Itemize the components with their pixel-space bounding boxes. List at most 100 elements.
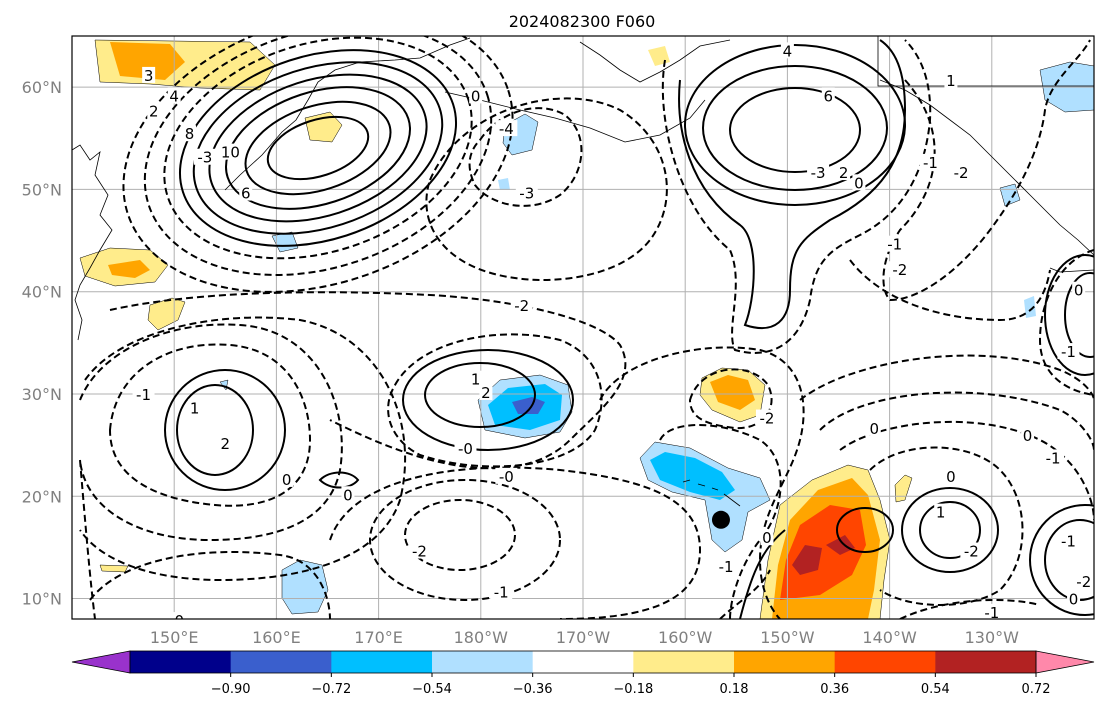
contour-label-bg	[147, 102, 161, 119]
lon-tick-label: 160°W	[658, 628, 713, 647]
contour-label: -2	[759, 410, 774, 428]
contour-label-bg	[469, 87, 483, 104]
contour-label-bg	[1042, 449, 1065, 466]
contour-label-bg	[479, 383, 493, 400]
contour-label: 0	[1023, 427, 1033, 445]
colorbar-segment	[130, 651, 232, 673]
warm-shade	[99, 564, 129, 573]
contour-label-bg	[142, 66, 156, 83]
colorbar-tick-label: 0.54	[921, 682, 950, 697]
contour-label-bg	[167, 87, 181, 104]
warm-shade	[894, 474, 913, 503]
colorbar-tick-label: −0.90	[211, 682, 251, 697]
contour-label: 2	[839, 164, 849, 182]
lat-tick-label: 50°N	[22, 180, 62, 199]
contour-label-bg	[821, 87, 835, 104]
contour-label-bg	[960, 542, 983, 559]
contour-label-bg	[495, 120, 518, 137]
contour-label: 1	[946, 72, 956, 90]
contour-label: -1	[984, 604, 999, 622]
contour-label-bg	[172, 612, 186, 619]
contour-label-bg	[219, 616, 242, 619]
contour-solid	[836, 507, 894, 553]
contour-label-bg	[510, 297, 533, 314]
lat-tick-label: 20°N	[22, 487, 62, 506]
contour-label: 4	[169, 87, 179, 105]
map-inset-border	[877, 36, 1094, 87]
contour-label: -4	[499, 120, 514, 138]
contour-label-bg	[950, 164, 973, 181]
colorbar-tick-label: −0.36	[513, 682, 553, 697]
contour-dashed	[143, 36, 493, 276]
contour-label-bg	[341, 486, 355, 503]
contour-label-bg	[1057, 532, 1080, 549]
contour-dashed	[89, 551, 331, 619]
colorbar-extend-low	[71, 650, 131, 674]
contour-label-bg	[408, 542, 431, 559]
lat-tick-label: 60°N	[22, 78, 62, 97]
contour-dashed	[79, 459, 96, 619]
contour-label-bg	[807, 164, 830, 181]
contour-label: 0	[343, 486, 353, 504]
colorbar-tick-label: 0.18	[720, 682, 749, 697]
contour-label-bg	[760, 529, 774, 546]
storm-center-marker	[711, 510, 730, 529]
contour-solid	[702, 65, 888, 191]
warm-shade	[780, 505, 866, 600]
lat-tick-label: 30°N	[22, 385, 62, 404]
contour-label: -1	[494, 583, 509, 601]
contour-label: 1	[936, 504, 946, 522]
colorbar-segment	[230, 651, 332, 673]
contour-dashed	[122, 36, 514, 293]
contour-dashed	[387, 333, 603, 468]
contour-label-bg	[1021, 426, 1035, 443]
contour-label-bg	[469, 370, 483, 387]
warm-shade	[792, 545, 822, 575]
contour-label: -0	[499, 468, 514, 486]
contour-label: -3	[811, 164, 826, 182]
coastline-kamchatka	[224, 37, 471, 191]
warm-shade	[710, 375, 755, 410]
contour-label-bg	[219, 143, 242, 160]
contour-label-bg	[867, 419, 881, 436]
contour-label-bg	[1067, 590, 1081, 607]
lon-tick-label: 150°E	[150, 628, 199, 647]
contour-label-bg	[780, 42, 794, 59]
contour-dashed	[839, 420, 1094, 521]
contour-dashed	[369, 479, 561, 601]
contour-solid	[225, 86, 411, 210]
contour-label: 0	[869, 420, 879, 438]
contour-label: -2	[954, 164, 969, 182]
contour-label-bg	[515, 184, 538, 201]
lat-tick-label: 10°N	[22, 590, 62, 609]
contour-label: 0	[471, 87, 481, 105]
contour-label-bg	[193, 148, 216, 165]
contour-label: 0	[946, 468, 956, 486]
lon-tick-label: 170°E	[354, 628, 403, 647]
colorbar-segment	[834, 651, 936, 673]
contour-solid	[1029, 504, 1094, 616]
lon-tick-label: 180°W	[454, 628, 509, 647]
warm-shade	[826, 535, 855, 555]
contour-dashed	[659, 424, 782, 619]
contour-label: -2	[892, 261, 907, 279]
contour-solid	[178, 49, 458, 247]
contour-dashed	[819, 391, 1094, 451]
contour-solid	[176, 384, 254, 476]
contour-label-bg	[1072, 281, 1086, 298]
contour-label: 2	[481, 384, 491, 402]
contour-label: 0	[854, 174, 864, 192]
contour-label: -0	[458, 440, 473, 458]
coastline-alaska	[579, 39, 731, 83]
contour-label: 0	[1074, 282, 1084, 300]
colorbar-tick-label: −0.72	[311, 682, 351, 697]
contour-dashed	[79, 316, 407, 582]
contour-label: 3	[144, 67, 154, 85]
contour-solid	[919, 501, 981, 559]
contour-label: -3	[197, 149, 212, 167]
contour-dashed	[849, 259, 1051, 322]
contour-label-bg	[888, 261, 911, 278]
cold-shade	[650, 452, 735, 500]
lon-tick-label: 170°W	[556, 628, 611, 647]
